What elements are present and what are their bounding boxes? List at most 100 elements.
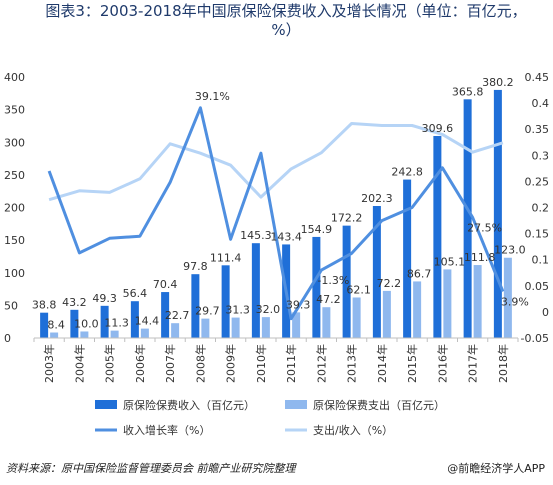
x-tick-label: 2003年 bbox=[42, 344, 56, 383]
data-label-income: 202.3 bbox=[361, 192, 393, 205]
bar-premium-income bbox=[40, 312, 49, 338]
data-label-payout: 32.0 bbox=[256, 303, 281, 316]
y-tick-label: 0 bbox=[4, 332, 11, 345]
x-tick-label: 2004年 bbox=[72, 344, 86, 383]
y2-tick-label: 0.15 bbox=[525, 228, 550, 241]
bar-premium-income bbox=[342, 225, 351, 338]
y-tick-label: 300 bbox=[4, 136, 25, 149]
x-tick-label: 2012年 bbox=[314, 344, 328, 383]
bar-premium-income bbox=[161, 292, 170, 338]
y2-tick-label: 0.3 bbox=[532, 149, 550, 162]
data-label-payout: 62.1 bbox=[346, 283, 371, 296]
legend-label: 原保险保费收入（百亿元） bbox=[123, 398, 255, 412]
data-label-payout: 123.0 bbox=[494, 244, 526, 257]
data-label-income: 154.9 bbox=[301, 223, 333, 236]
line-payout-ratio bbox=[48, 122, 504, 202]
bar-premium-income bbox=[403, 179, 412, 338]
bar-premium-income bbox=[100, 305, 109, 338]
legend-label: 原保险保费支出（百亿元） bbox=[313, 398, 445, 412]
x-tick-label: 2014年 bbox=[375, 344, 389, 383]
data-label-income: 70.4 bbox=[153, 278, 178, 291]
data-label-income: 56.4 bbox=[123, 287, 148, 300]
data-label-income: 365.8 bbox=[452, 85, 484, 98]
y2-tick-label: 0.2 bbox=[532, 202, 550, 215]
data-label-income: 145.3 bbox=[240, 229, 272, 242]
y-tick-label: 250 bbox=[4, 169, 25, 182]
x-tick-label: 2017年 bbox=[466, 344, 480, 383]
bar-premium-payout bbox=[503, 257, 512, 338]
bar-premium-payout bbox=[50, 332, 59, 338]
x-tick-label: 2018年 bbox=[496, 344, 510, 383]
data-label-payout: 29.7 bbox=[195, 305, 220, 318]
data-label-income: 143.4 bbox=[270, 230, 302, 243]
data-label-income: 38.8 bbox=[32, 299, 57, 312]
x-tick-label: 2009年 bbox=[224, 344, 238, 383]
y-tick-label: 50 bbox=[4, 299, 18, 312]
data-label-payout: 31.3 bbox=[225, 304, 250, 317]
x-tick-label: 2015年 bbox=[405, 344, 419, 383]
data-label-income: 49.3 bbox=[92, 292, 117, 305]
bar-premium-income bbox=[191, 274, 200, 338]
y-tick-label: 350 bbox=[4, 104, 25, 117]
line-data-label: 27.5% bbox=[467, 221, 502, 234]
legend-label: 收入增长率（%） bbox=[123, 423, 210, 437]
data-label-payout: 105.1 bbox=[434, 255, 466, 268]
x-tick-label: 2010年 bbox=[254, 344, 268, 383]
legend-swatch-bar bbox=[285, 400, 307, 409]
bar-premium-payout bbox=[473, 265, 482, 338]
labels-layer: 38.8 43.2 49.3 56.470.497.8111.4145.3143.41… bbox=[32, 76, 529, 332]
data-label-payout: 8.4 bbox=[47, 319, 65, 332]
data-label-payout: 72.2 bbox=[377, 277, 402, 290]
brand-label: @前瞻经济学人APP bbox=[447, 462, 545, 475]
data-label-payout: 10.0 bbox=[74, 317, 99, 330]
y-tick-label: 150 bbox=[4, 234, 25, 247]
x-tick-label: 2008年 bbox=[193, 344, 207, 383]
bar-premium-payout bbox=[382, 290, 391, 338]
data-label-income: 97.8 bbox=[183, 260, 208, 273]
bar-premium-payout bbox=[352, 297, 361, 338]
legend-label: 支出/收入（%） bbox=[313, 423, 393, 437]
bar-premium-payout bbox=[201, 318, 210, 338]
data-label-income: 172.2 bbox=[331, 212, 363, 225]
y2-tick-label: 0.35 bbox=[525, 123, 550, 136]
line-data-label: 3.9% bbox=[501, 296, 529, 309]
y2-tick-label: 0.05 bbox=[525, 280, 550, 293]
bar-premium-income bbox=[130, 301, 139, 338]
source-note: 资料来源：原中国保险监督管理委员会 前瞻产业研究院整理 bbox=[6, 462, 296, 475]
line-growth-rate bbox=[47, 106, 505, 321]
bar-premium-payout bbox=[110, 330, 119, 338]
bar-premium-payout bbox=[292, 312, 301, 338]
data-label-payout: 14.4 bbox=[135, 315, 160, 328]
data-label-income: 242.8 bbox=[391, 166, 423, 179]
x-tick-label: 2013年 bbox=[345, 344, 359, 383]
x-tick-label: 2011年 bbox=[284, 344, 298, 383]
bar-premium-income bbox=[312, 236, 321, 338]
y-tick-label: 100 bbox=[4, 267, 25, 280]
y2-tick-label: 0 bbox=[542, 306, 549, 319]
chart-title: 图表3：2003-2018年中国原保险保费收入及增长情况（单位：百亿元，%） bbox=[45, 2, 527, 39]
line-data-label: -1.3% bbox=[317, 274, 349, 287]
y2-tick-label: 0.4 bbox=[532, 97, 550, 110]
bar-premium-payout bbox=[80, 331, 89, 338]
bar-premium-payout bbox=[322, 307, 331, 338]
bar-premium-income bbox=[221, 265, 230, 338]
axes-layer: 0 50 100 150 200 250 300 350 400 -0.05 0 0.05 0.1 0.1… bbox=[4, 71, 549, 383]
x-tick-label: 2007年 bbox=[163, 344, 177, 383]
x-tick-label: 2005年 bbox=[103, 344, 117, 383]
bar-premium-payout bbox=[140, 328, 149, 338]
bar-premium-payout bbox=[413, 281, 422, 338]
x-tick-label: 2016年 bbox=[435, 344, 449, 383]
data-label-payout: 22.7 bbox=[165, 309, 190, 322]
bar-premium-income bbox=[372, 205, 381, 338]
y2-tick-label: 0.1 bbox=[532, 254, 550, 267]
data-label-payout: 86.7 bbox=[407, 267, 432, 280]
y2-tick-label: -0.05 bbox=[521, 332, 549, 345]
lines-layer bbox=[47, 106, 505, 321]
bar-premium-payout bbox=[171, 323, 180, 338]
data-label-income: 111.4 bbox=[210, 251, 242, 264]
data-label-payout: 111.8 bbox=[464, 251, 496, 264]
legend: 原保险保费收入（百亿元） 原保险保费支出（百亿元） 收入增长率（%） 支出/收入（%） bbox=[95, 398, 445, 437]
bar-premium-payout bbox=[261, 317, 270, 338]
y2-tick-label: 0.45 bbox=[525, 71, 550, 84]
